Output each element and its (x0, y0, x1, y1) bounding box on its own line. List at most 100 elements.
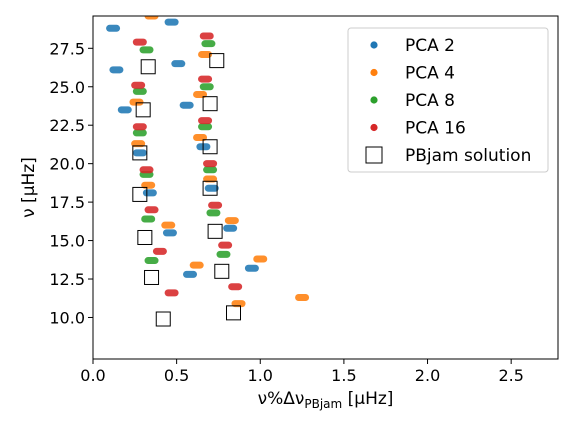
y-tick-label: 20.0 (49, 155, 85, 174)
data-point (155, 311, 171, 327)
data-point (142, 189, 157, 197)
legend: PCA 2 PCA 4 PCA 8 PCA 16 PBjam solution (347, 27, 549, 173)
data-point (203, 160, 218, 168)
data-point (137, 229, 153, 245)
legend-marker (370, 68, 378, 77)
data-point (140, 59, 156, 75)
data-point (244, 264, 259, 272)
data-point (132, 123, 147, 131)
data-point (198, 117, 213, 125)
data-point (183, 270, 198, 278)
data-point (135, 102, 151, 118)
data-point (224, 217, 239, 225)
data-point (144, 206, 159, 214)
data-point (139, 166, 154, 174)
series-4 (132, 53, 242, 327)
data-point (295, 293, 310, 301)
axis-ticks: 0.0 0.5 1.0 1.5 2.0 2.5 10.0 12.5 15.0 17.5 20.0 22… (49, 39, 524, 385)
data-point (199, 32, 214, 40)
data-point (141, 215, 156, 223)
data-point (129, 98, 144, 106)
y-tick-label: 10.0 (49, 308, 85, 327)
series-0 (106, 18, 259, 278)
data-point (132, 145, 148, 161)
data-point (164, 18, 179, 26)
legend-label: PCA 16 (405, 119, 466, 139)
data-point (204, 184, 219, 192)
data-point (131, 81, 146, 89)
legend-marker (370, 41, 378, 49)
data-point (132, 129, 147, 137)
legend-marker (370, 123, 378, 132)
legend-label: PBjam solution (405, 146, 531, 166)
y-tick-label: 25.0 (49, 78, 85, 97)
data-point (179, 101, 194, 109)
data-point (209, 53, 225, 69)
data-point (132, 186, 148, 202)
x-tick-label: 1.0 (248, 366, 273, 385)
data-point (206, 209, 221, 217)
data-point (203, 166, 218, 174)
data-point (189, 261, 204, 269)
series-2 (132, 40, 231, 265)
data-point (214, 263, 230, 279)
data-point (218, 241, 233, 249)
legend-item: PBjam solution (365, 146, 531, 166)
x-tick-label: 0.0 (80, 366, 105, 385)
data-point (207, 223, 223, 239)
legend-label: PCA 8 (405, 91, 455, 111)
legend-marker (365, 146, 383, 164)
y-tick-label: 15.0 (49, 232, 85, 251)
data-point (144, 257, 159, 265)
data-point (198, 123, 213, 131)
data-point (164, 289, 179, 297)
y-tick-label: 27.5 (49, 39, 85, 58)
data-point (208, 201, 223, 209)
legend-label: PCA 2 (405, 36, 455, 56)
data-point (171, 60, 186, 68)
legend-item: PCA 2 (370, 36, 455, 56)
x-tick-label: 2.0 (415, 366, 440, 385)
data-point (202, 139, 218, 155)
x-tick-label: 2.5 (498, 366, 523, 385)
plot-area (106, 16, 310, 327)
data-point (117, 106, 132, 114)
x-tick-label: 1.5 (331, 366, 356, 385)
data-point (201, 40, 216, 48)
data-point (202, 180, 218, 196)
data-point (253, 255, 268, 263)
y-tick-label: 12.5 (49, 270, 85, 289)
data-point (132, 87, 147, 95)
x-tick-label: 0.5 (164, 366, 189, 385)
legend-marker (370, 96, 378, 104)
series-3 (131, 32, 243, 297)
y-tick-label: 22.5 (49, 116, 85, 135)
legend-item: PCA 4 (370, 64, 455, 84)
data-point (199, 83, 214, 91)
data-point (223, 224, 238, 232)
legend-item: PCA 16 (370, 119, 466, 139)
data-point (162, 229, 177, 237)
data-point (161, 221, 176, 229)
data-point (216, 250, 231, 258)
data-point (144, 269, 160, 285)
data-point (198, 50, 213, 58)
data-point (198, 75, 213, 83)
data-point (132, 149, 147, 157)
x-axis-title: ν%ΔνPBjam [μHz] (258, 389, 394, 411)
data-point (109, 66, 124, 74)
data-point (106, 24, 121, 32)
data-point (226, 305, 242, 321)
data-point (132, 38, 147, 46)
legend-label: PCA 4 (405, 64, 455, 84)
data-point (228, 283, 243, 291)
legend-item: PCA 8 (370, 91, 455, 111)
y-axis-title: ν [μHz] (19, 157, 39, 218)
legend-frame (347, 27, 549, 173)
data-point (152, 247, 167, 255)
y-tick-label: 17.5 (49, 193, 85, 212)
data-point (202, 96, 218, 112)
data-point (139, 46, 154, 54)
data-point (144, 16, 159, 20)
